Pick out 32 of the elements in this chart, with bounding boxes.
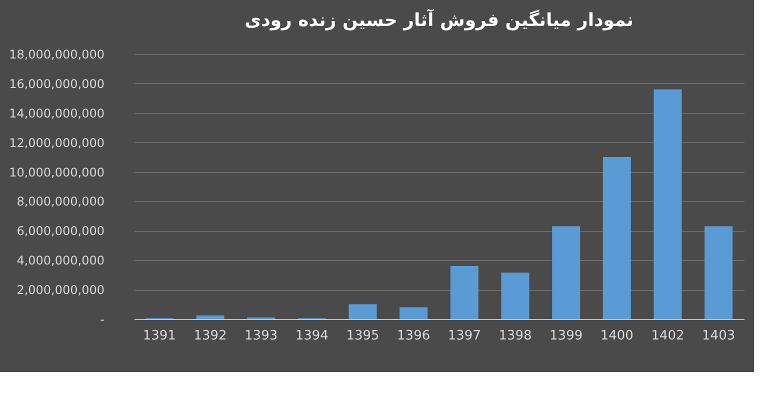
bar bbox=[501, 272, 530, 319]
x-tick-label: 1394 bbox=[295, 328, 328, 344]
x-tick-label: 1400 bbox=[600, 328, 634, 344]
chart-title: نمودار میانگین فروش آثار حسین زنده رودی bbox=[244, 8, 634, 31]
x-tick-label: 1397 bbox=[448, 328, 481, 344]
bar bbox=[552, 226, 580, 319]
x-tick-label: 1393 bbox=[244, 328, 278, 344]
bar bbox=[704, 226, 733, 319]
bar bbox=[602, 157, 631, 319]
y-tick-label: 16,000,000,000 bbox=[9, 76, 104, 91]
bar bbox=[400, 307, 428, 319]
y-tick-label: 8,000,000,000 bbox=[16, 194, 104, 209]
y-tick-label: 6,000,000,000 bbox=[16, 224, 104, 238]
x-tick-label: 1396 bbox=[397, 328, 430, 344]
x-tick-label: 1398 bbox=[498, 328, 532, 344]
y-tick-label: 4,000,000,000 bbox=[16, 254, 104, 268]
y-tick-label: 10,000,000,000 bbox=[9, 165, 104, 180]
bar bbox=[654, 89, 682, 319]
y-tick-label: 12,000,000,000 bbox=[9, 136, 104, 150]
bar bbox=[196, 315, 224, 319]
x-tick-label: 1392 bbox=[194, 328, 227, 344]
y-tick-label: 2,000,000,000 bbox=[16, 283, 104, 298]
x-tick-label: 1403 bbox=[702, 328, 736, 344]
y-tick-label: - bbox=[100, 312, 104, 326]
y-tick-label: 14,000,000,000 bbox=[9, 106, 104, 120]
x-tick-label: 1391 bbox=[142, 328, 176, 344]
x-tick-label: 1399 bbox=[550, 328, 583, 344]
bar bbox=[348, 304, 377, 319]
bar bbox=[450, 266, 478, 319]
y-tick-label: 18,000,000,000 bbox=[9, 48, 104, 62]
x-tick-label: 1402 bbox=[651, 328, 684, 344]
x-tick-label: 1395 bbox=[346, 328, 380, 344]
